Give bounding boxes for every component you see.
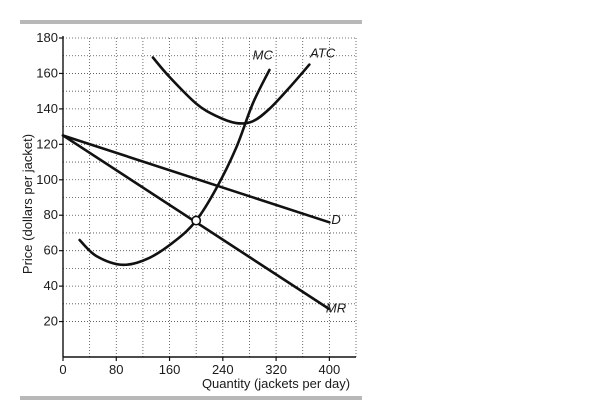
x-tick-label: 400 <box>319 362 341 377</box>
x-tick-label: 80 <box>109 362 123 377</box>
y-tick-label: 100 <box>36 172 58 187</box>
series-atc-line <box>151 56 311 125</box>
curve-label-d: D <box>331 212 340 227</box>
x-tick-label: 160 <box>159 362 181 377</box>
intersection-point-marker <box>191 215 202 226</box>
y-tick-label: 140 <box>36 101 58 116</box>
curves <box>61 56 331 311</box>
y-axis-title: Price (dollars per jacket) <box>20 134 35 274</box>
y-tick-label: 80 <box>44 207 58 222</box>
x-tick-label: 320 <box>265 362 287 377</box>
curve-label-mr: MR <box>326 301 346 316</box>
x-tick-label: 0 <box>59 362 66 377</box>
y-tick-label: 20 <box>44 314 58 329</box>
y-tick-label: 40 <box>44 278 58 293</box>
grid <box>63 37 357 357</box>
top-divider <box>20 20 362 24</box>
series-d-line <box>61 134 331 224</box>
curve-label-mc: MC <box>253 47 274 62</box>
curve-label-atc: ATC <box>309 45 336 60</box>
x-axis-title: Quantity (jackets per day) <box>202 376 350 391</box>
y-tick-label: 180 <box>36 30 58 45</box>
series-mc-line <box>78 68 271 267</box>
x-tick-label: 240 <box>212 362 234 377</box>
labels: MC ATC D MR <box>253 45 346 315</box>
ticks: 20 40 60 80 100 120 140 160 180 0 80 160 240 320 400 <box>36 30 340 377</box>
bottom-divider <box>20 396 362 400</box>
y-tick-label: 160 <box>36 65 58 80</box>
y-tick-label: 120 <box>36 136 58 151</box>
y-tick-label: 60 <box>44 243 58 258</box>
axes <box>62 36 356 358</box>
